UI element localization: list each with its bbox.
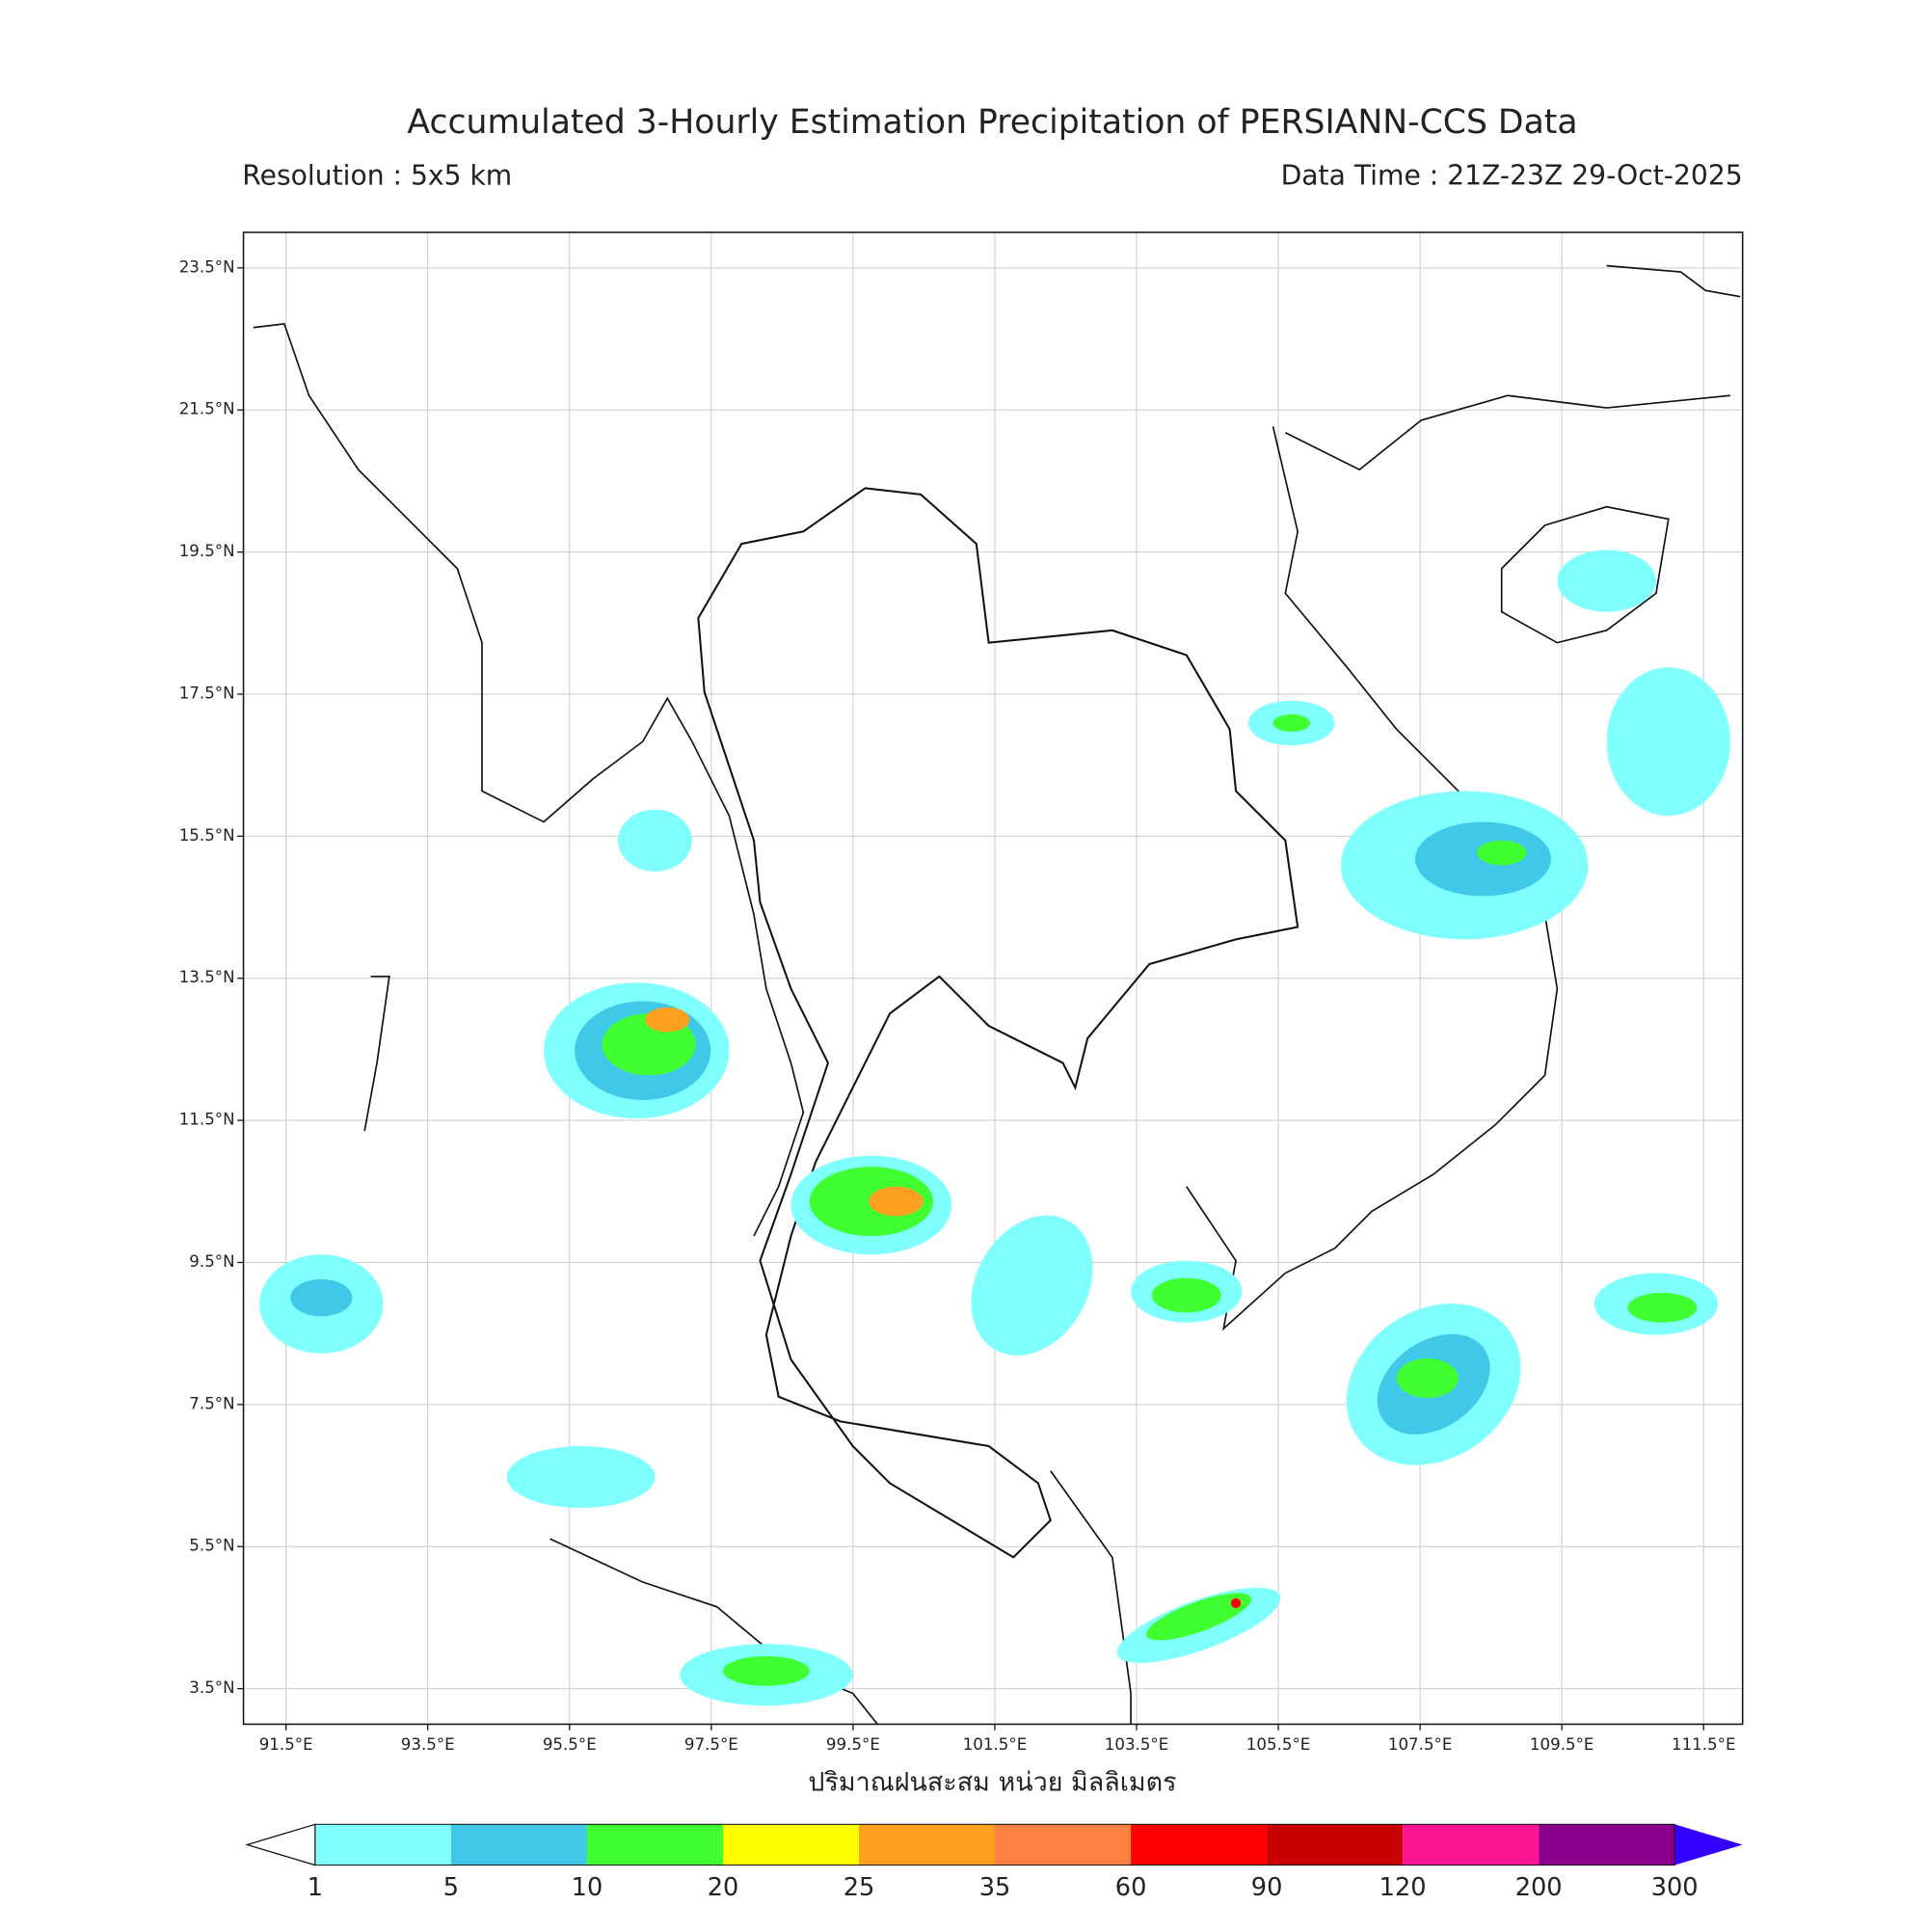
lon-tick-label: 99.5°E <box>826 1735 880 1754</box>
lon-tick-label: 95.5°E <box>543 1735 597 1754</box>
grid <box>243 232 1743 1725</box>
colorbar-label: 300 <box>1651 1873 1699 1902</box>
lat-tick-label: 19.5°N <box>179 542 235 560</box>
colorbar-label: 1 <box>308 1873 323 1902</box>
precipitation-field <box>259 550 1730 1706</box>
lon-tick-label: 103.5°E <box>1105 1735 1169 1754</box>
colorbar-under <box>245 1823 316 1866</box>
lat-tick-label: 9.5°N <box>189 1252 234 1271</box>
colorbar-over <box>1674 1824 1743 1865</box>
lat-tick-label: 11.5°N <box>179 1111 235 1129</box>
lon-tick-label: 105.5°E <box>1246 1735 1311 1754</box>
lat-tick-label: 23.5°N <box>179 257 235 276</box>
colorbar-outline <box>314 1823 1675 1866</box>
lon-tick-label: 93.5°E <box>401 1735 455 1754</box>
colorbar-segment <box>314 1824 451 1865</box>
x-label: ปริมาณฝนสะสม หน่วย มิลลิเมตร <box>808 1768 1176 1798</box>
colorbar-label: 200 <box>1515 1873 1563 1902</box>
lat-tick-label: 13.5°N <box>179 968 235 986</box>
title: Accumulated 3-Hourly Estimation Precipit… <box>407 103 1577 142</box>
lat-tick-label: 5.5°N <box>189 1537 234 1555</box>
colorbar-label: 5 <box>443 1873 459 1902</box>
resolution: Resolution : 5x5 km <box>242 159 512 191</box>
colorbar-label: 60 <box>1115 1873 1147 1902</box>
lon-tick-label: 101.5°E <box>963 1735 1028 1754</box>
colorbar-segment <box>1539 1824 1675 1865</box>
lat-tick-label: 7.5°N <box>189 1394 234 1412</box>
colorbar-label: 90 <box>1251 1873 1283 1902</box>
colorbar: 1 5 10 20 25 35 60 90 120 200 300 <box>245 1823 1743 1902</box>
colorbar-label: 25 <box>844 1873 875 1902</box>
colorbar-segment <box>1403 1824 1540 1865</box>
colorbar-label: 20 <box>708 1873 739 1902</box>
colorbar-label: 35 <box>979 1873 1011 1902</box>
colorbar-segment <box>995 1824 1132 1865</box>
colorbar-segment <box>450 1824 587 1865</box>
colorbar-segment <box>1267 1824 1404 1865</box>
colorbar-segment <box>859 1824 996 1865</box>
lon-tick-label: 107.5°E <box>1388 1735 1453 1754</box>
lat-tick-label: 15.5°N <box>179 826 235 845</box>
lat-tick-label: 3.5°N <box>189 1678 234 1697</box>
lon-tick-label: 97.5°E <box>684 1735 738 1754</box>
coastlines <box>253 264 1741 1725</box>
colorbar-segment <box>586 1824 723 1865</box>
colorbar-segment <box>1131 1824 1268 1865</box>
lon-tick-label: 91.5°E <box>259 1735 313 1754</box>
lat-tick-label: 21.5°N <box>179 400 235 418</box>
lon-tick-label: 109.5°E <box>1530 1735 1594 1754</box>
data-time: Data Time : 21Z-23Z 29-Oct-2025 <box>1281 159 1743 191</box>
ticks: 91.5°E 93.5°E 95.5°E 97.5°E 99.5°E 101.5°E 103… <box>179 257 1736 1753</box>
lon-tick-label: 111.5°E <box>1672 1735 1736 1754</box>
colorbar-segment <box>723 1824 860 1865</box>
colorbar-label: 120 <box>1379 1873 1427 1902</box>
lat-tick-label: 17.5°N <box>179 684 235 702</box>
colorbar-label: 10 <box>572 1873 603 1902</box>
